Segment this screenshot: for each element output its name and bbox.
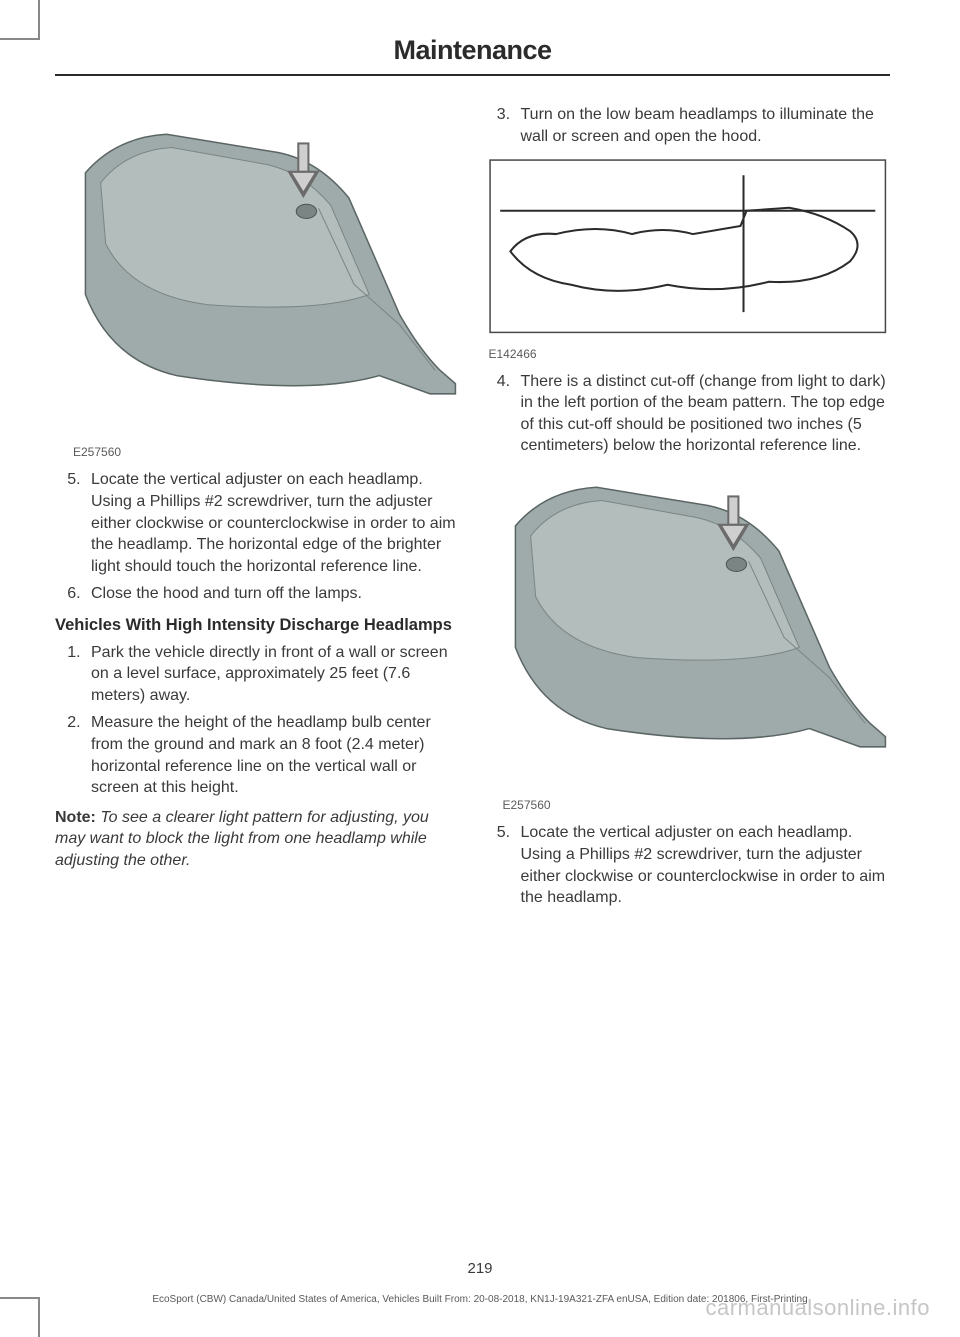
note-label: Note: xyxy=(55,809,96,826)
note-text: To see a clearer light pattern for adjus… xyxy=(55,809,429,869)
list-item: Measure the height of the headlamp bulb … xyxy=(85,712,461,798)
page-header: Maintenance xyxy=(55,35,890,76)
instruction-list: Park the vehicle directly in front of a … xyxy=(55,642,461,799)
left-column: E257560 Locate the vertical adjuster on … xyxy=(55,104,461,917)
headlamp-diagram-icon xyxy=(485,465,891,789)
list-item: Close the hood and turn off the lamps. xyxy=(85,583,461,605)
crop-mark-bottom xyxy=(0,1297,40,1337)
figure-headlamp-right xyxy=(485,465,891,794)
page-number: 219 xyxy=(0,1260,960,1277)
crop-mark-top xyxy=(0,0,40,40)
subheading: Vehicles With High Intensity Discharge H… xyxy=(55,615,461,636)
headlamp-diagram-icon xyxy=(55,112,461,436)
list-item: Locate the vertical adjuster on each hea… xyxy=(515,822,891,908)
list-item: Locate the vertical adjuster on each hea… xyxy=(85,469,461,577)
list-item: Park the vehicle directly in front of a … xyxy=(85,642,461,707)
note-block: Note: To see a clearer light pattern for… xyxy=(55,807,461,872)
beam-pattern-icon xyxy=(485,155,891,337)
instruction-list: There is a distinct cut-off (change from… xyxy=(485,371,891,457)
figure-label: E257560 xyxy=(503,798,891,812)
watermark: carmanualsonline.info xyxy=(705,1295,930,1321)
page-container: Maintenance xyxy=(0,0,960,1337)
list-item: Turn on the low beam headlamps to illumi… xyxy=(515,104,891,147)
right-column: Turn on the low beam headlamps to illumi… xyxy=(485,104,891,917)
list-item: There is a distinct cut-off (change from… xyxy=(515,371,891,457)
two-column-layout: E257560 Locate the vertical adjuster on … xyxy=(55,104,890,917)
instruction-list: Locate the vertical adjuster on each hea… xyxy=(55,469,461,605)
instruction-list: Turn on the low beam headlamps to illumi… xyxy=(485,104,891,147)
figure-beam-pattern xyxy=(485,155,891,342)
figure-headlamp-left xyxy=(55,112,461,441)
figure-label: E142466 xyxy=(489,347,891,361)
figure-label: E257560 xyxy=(73,445,461,459)
instruction-list: Locate the vertical adjuster on each hea… xyxy=(485,822,891,908)
